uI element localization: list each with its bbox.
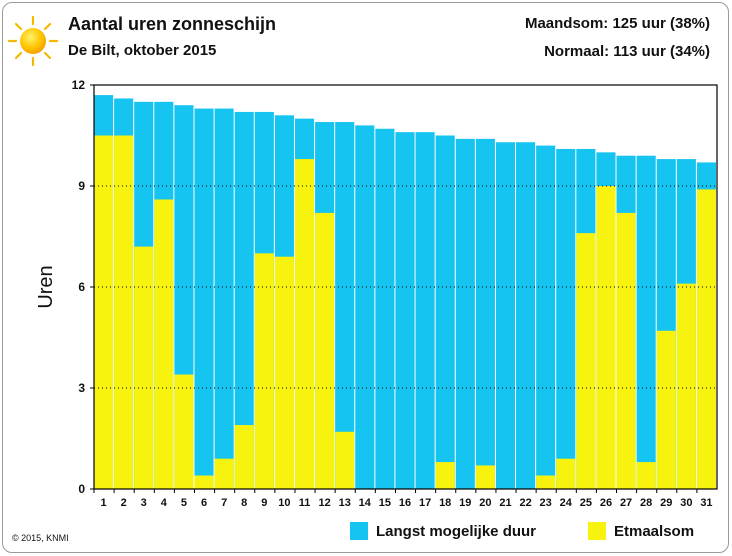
- x-tick-label-26: 26: [600, 497, 612, 509]
- y-tick-label-0: 0: [78, 482, 85, 496]
- x-tick-label-18: 18: [439, 497, 451, 509]
- bar-actual-day-8: [234, 425, 254, 489]
- bar-actual-day-24: [556, 458, 576, 489]
- x-tick-label-14: 14: [359, 497, 372, 509]
- maandsom-stat: Maandsom: 125 uur (38%): [524, 15, 710, 32]
- bar-actual-day-4: [154, 199, 174, 489]
- x-tick-label-22: 22: [519, 497, 531, 509]
- bar-actual-day-30: [676, 283, 696, 489]
- bar-actual-day-27: [616, 212, 636, 489]
- bar-possible-day-6: [194, 108, 214, 490]
- legend-label-actual: Etmaalsom: [614, 522, 695, 540]
- x-tick-label-15: 15: [379, 497, 391, 509]
- bar-possible-day-19: [455, 138, 475, 489]
- x-tick-label-12: 12: [318, 497, 330, 509]
- x-tick-label-10: 10: [278, 497, 290, 509]
- x-tick-label-28: 28: [640, 497, 652, 509]
- bar-actual-day-6: [194, 475, 214, 489]
- x-tick-label-7: 7: [221, 497, 227, 509]
- x-tick-label-30: 30: [680, 497, 692, 509]
- x-tick-label-3: 3: [141, 497, 147, 509]
- bar-possible-day-28: [636, 155, 656, 489]
- x-tick-label-19: 19: [459, 497, 471, 509]
- x-tick-label-2: 2: [121, 497, 127, 509]
- bar-actual-day-1: [94, 135, 114, 489]
- x-tick-label-17: 17: [419, 497, 431, 509]
- x-tick-label-11: 11: [299, 497, 311, 509]
- chart-title: Aantal uren zonneschijn: [68, 14, 277, 34]
- bar-possible-day-22: [516, 142, 536, 489]
- x-tick-label-8: 8: [241, 497, 247, 509]
- y-tick-label-3: 3: [78, 381, 85, 395]
- normaal-stat: Normaal: 113 uur (34%): [544, 43, 710, 60]
- bar-actual-day-23: [536, 475, 556, 489]
- bar-actual-day-2: [114, 135, 134, 489]
- x-tick-label-31: 31: [700, 497, 712, 509]
- y-tick-label-9: 9: [78, 179, 85, 193]
- bar-actual-day-7: [214, 458, 234, 489]
- x-tick-label-23: 23: [540, 497, 552, 509]
- bar-actual-day-3: [134, 246, 154, 489]
- bar-possible-day-14: [355, 125, 375, 490]
- legend-label-possible: Langst mogelijke duur: [376, 522, 537, 540]
- bar-actual-day-10: [274, 256, 294, 489]
- bar-actual-day-9: [254, 253, 274, 489]
- bar-actual-day-18: [435, 462, 455, 489]
- bar-possible-day-17: [415, 132, 435, 489]
- bar-actual-day-13: [335, 431, 355, 489]
- x-tick-label-27: 27: [620, 497, 632, 509]
- x-tick-label-24: 24: [560, 497, 573, 509]
- bar-actual-day-28: [636, 462, 656, 489]
- copyright-text: © 2015, KNMI: [12, 533, 69, 543]
- bar-possible-day-13: [335, 122, 355, 490]
- x-tick-label-16: 16: [399, 497, 411, 509]
- sun-icon: [7, 15, 59, 67]
- x-tick-label-13: 13: [339, 497, 351, 509]
- bar-possible-day-15: [375, 128, 395, 489]
- bar-possible-day-23: [536, 145, 556, 489]
- bar-possible-day-7: [214, 108, 234, 490]
- legend-item-possible: Langst mogelijke duur: [350, 522, 536, 540]
- bar-actual-day-20: [475, 465, 495, 489]
- y-tick-label-6: 6: [78, 280, 85, 294]
- bar-actual-day-26: [596, 186, 616, 489]
- bar-possible-day-16: [395, 132, 415, 489]
- chart-subtitle: De Bilt, oktober 2015: [68, 42, 217, 59]
- legend-swatch-actual: [588, 522, 606, 540]
- bar-possible-day-20: [475, 138, 495, 489]
- bar-actual-day-25: [576, 233, 596, 489]
- x-tick-label-1: 1: [100, 497, 106, 509]
- bar-actual-day-31: [696, 189, 716, 489]
- x-tick-label-25: 25: [580, 497, 592, 509]
- x-tick-label-29: 29: [660, 497, 672, 509]
- y-axis-label: Uren: [35, 265, 57, 308]
- bar-actual-day-12: [315, 212, 335, 489]
- legend-swatch-possible: [350, 522, 368, 540]
- x-tick-label-6: 6: [201, 497, 207, 509]
- x-tick-label-4: 4: [161, 497, 168, 509]
- bar-actual-day-29: [656, 330, 676, 489]
- x-tick-label-5: 5: [181, 497, 187, 509]
- legend-item-actual: Etmaalsom: [588, 522, 694, 540]
- x-tick-label-9: 9: [261, 497, 267, 509]
- bar-possible-day-21: [495, 142, 516, 489]
- bar-possible-day-18: [435, 135, 455, 489]
- bar-actual-day-11: [294, 159, 315, 490]
- x-tick-label-21: 21: [499, 497, 511, 509]
- bar-possible-day-8: [234, 111, 254, 489]
- bar-possible-day-24: [556, 148, 576, 489]
- x-tick-label-20: 20: [479, 497, 491, 509]
- y-tick-label-12: 12: [72, 78, 86, 92]
- bar-actual-day-5: [174, 374, 194, 489]
